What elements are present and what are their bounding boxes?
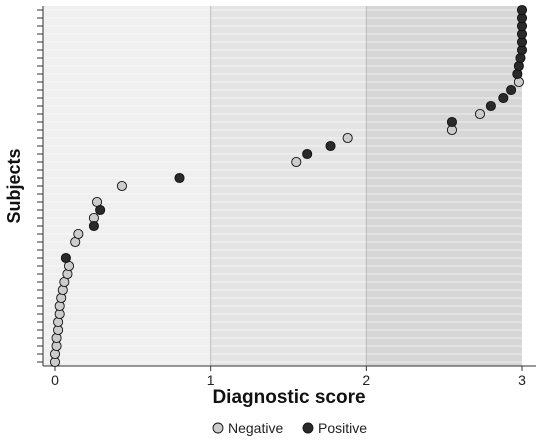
positive-point: [302, 148, 313, 160]
negative-point: [116, 180, 127, 192]
negative-point: [342, 132, 353, 144]
y-axis-title: Subjects: [4, 148, 24, 223]
legend-negative-label: Negative: [228, 420, 283, 436]
positive-point: [60, 252, 71, 264]
legend: Negative Positive: [212, 420, 367, 436]
positive-point: [516, 4, 528, 16]
positive-point: [88, 220, 99, 232]
x-tick-label: 3: [518, 372, 526, 388]
negative-point: [474, 108, 486, 120]
x-axis-ticks: 0 1 2 3: [51, 366, 526, 388]
grid-lines: [43, 6, 522, 366]
x-tick-label: 0: [51, 372, 59, 388]
y-axis-ticks: [37, 9, 43, 363]
x-axis-title: Diagnostic score: [212, 387, 365, 408]
negative-point: [73, 228, 84, 240]
positive-point: [506, 84, 517, 96]
negative-point: [291, 156, 302, 168]
positive-point: [446, 116, 458, 128]
data-points: [49, 4, 528, 368]
axes: [42, 6, 536, 367]
positive-point: [498, 92, 509, 104]
legend-negative-marker: [212, 422, 224, 434]
x-tick-label: 2: [362, 372, 370, 388]
positive-point: [174, 172, 185, 184]
legend-positive-label: Positive: [318, 420, 367, 436]
legend-positive-marker: [302, 422, 314, 434]
band-right-margin: [522, 6, 536, 366]
positive-point: [325, 140, 336, 152]
positive-point: [95, 204, 106, 216]
x-tick-label: 1: [207, 372, 215, 388]
positive-point: [485, 100, 496, 112]
